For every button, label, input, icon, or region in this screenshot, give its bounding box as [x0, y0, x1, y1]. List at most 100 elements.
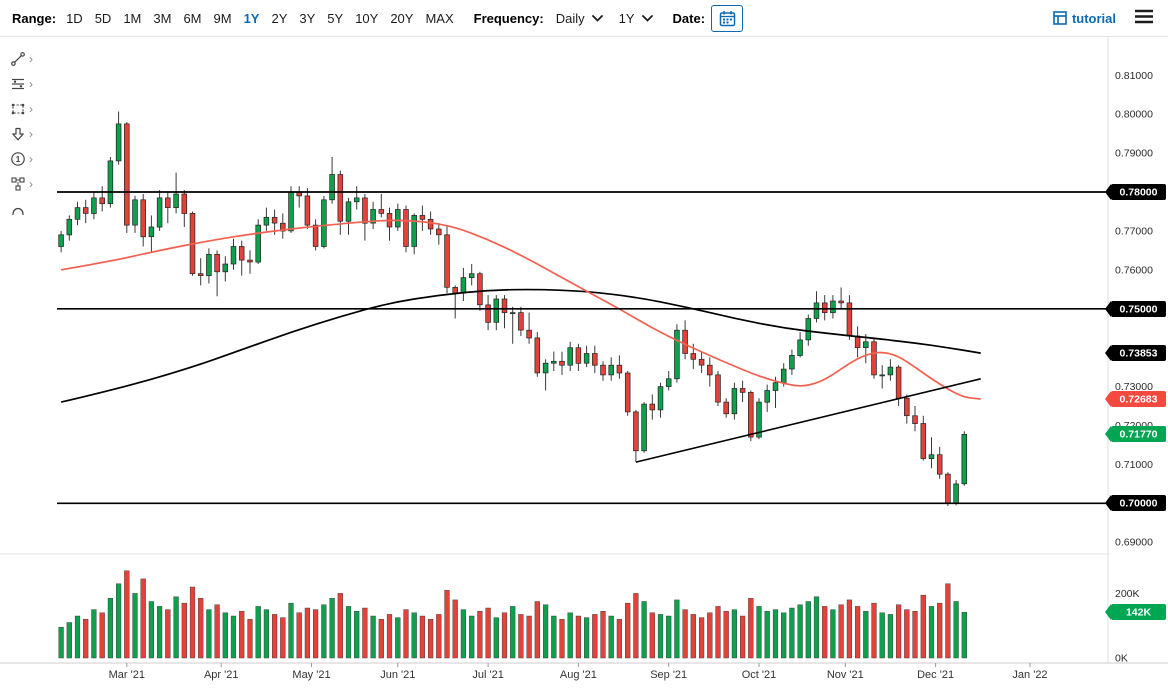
range-button-3m[interactable]: 3M — [147, 9, 177, 28]
arc-tool[interactable] — [8, 199, 28, 219]
y-axis-label: 0.79000 — [1115, 148, 1153, 160]
volume-bar — [896, 604, 902, 659]
candle — [271, 216, 278, 224]
svg-text:0.73853: 0.73853 — [1120, 348, 1158, 360]
candle — [206, 253, 212, 277]
candle — [772, 382, 779, 391]
candle — [904, 397, 910, 417]
date-picker-button[interactable] — [711, 4, 744, 32]
range-button-20y[interactable]: 20Y — [384, 9, 419, 28]
candle — [99, 197, 105, 205]
volume-bar — [83, 619, 89, 659]
period-select[interactable]: 1Y — [611, 9, 661, 28]
volume-bar — [181, 602, 187, 659]
y-axis-label: 0.76000 — [1115, 264, 1153, 276]
pattern-tool[interactable]: › — [8, 174, 35, 194]
volume-bar — [625, 602, 631, 659]
candle — [345, 201, 352, 222]
volume-bar — [813, 596, 820, 659]
volume-bar — [395, 617, 401, 659]
x-axis-label: Sep '21 — [650, 669, 687, 681]
volume-bar — [953, 601, 959, 659]
y-axis-label: 0.80000 — [1115, 109, 1153, 121]
range-button-1y[interactable]: 1Y — [238, 9, 266, 28]
price-chart-svg[interactable]: 0.81000 0.80000 0.79000 0.77000 0.76000 0.730… — [0, 37, 1168, 694]
range-button-2y[interactable]: 2Y — [265, 9, 293, 28]
svg-text:0.78000: 0.78000 — [1120, 187, 1158, 199]
candle — [165, 197, 171, 208]
volume-bar — [378, 619, 384, 659]
candle — [945, 473, 951, 504]
volume-bar — [132, 593, 138, 659]
volume-bar — [559, 619, 565, 659]
volume-bar — [510, 606, 516, 659]
candle — [214, 253, 220, 273]
volume-bar — [173, 596, 179, 659]
range-button-3y[interactable]: 3Y — [293, 9, 321, 28]
range-button-max[interactable]: MAX — [419, 9, 459, 28]
range-button-5d[interactable]: 5D — [89, 9, 118, 28]
range-button-6m[interactable]: 6M — [177, 9, 207, 28]
volume-bar — [280, 617, 286, 659]
candle — [813, 302, 820, 319]
candle — [871, 341, 877, 376]
range-button-1d[interactable]: 1D — [60, 9, 89, 28]
tutorial-link[interactable]: tutorial — [1053, 11, 1116, 26]
volume-bar — [493, 617, 499, 659]
volume-bar — [822, 606, 828, 659]
chart-area[interactable]: 0.81000 0.80000 0.79000 0.77000 0.76000 0.730… — [0, 37, 1168, 694]
range-button-5y[interactable]: 5Y — [321, 9, 349, 28]
x-axis-label: May '21 — [292, 669, 330, 681]
volume-bar — [222, 612, 228, 659]
volume-bar — [674, 599, 680, 659]
trend-line-tool[interactable]: › — [8, 49, 35, 69]
candles — [58, 111, 968, 506]
volume-bar — [616, 619, 623, 659]
volume-bar — [304, 607, 311, 659]
x-axis-label: Aug '21 — [560, 669, 597, 681]
drawing-toolbar: › › › › 1 › › — [0, 37, 58, 219]
number-annotation-tool[interactable]: 1 › — [8, 149, 35, 169]
price-badge-0.78000: 0.78000 — [1105, 184, 1166, 200]
volume-bar — [699, 617, 705, 659]
svg-text:142K: 142K — [1126, 607, 1152, 619]
calendar-icon — [719, 10, 735, 26]
frequency-select[interactable]: Daily — [548, 9, 611, 28]
candle — [353, 197, 360, 203]
fibonacci-tool[interactable]: › — [8, 74, 35, 94]
volume-bar — [690, 614, 696, 659]
arrow-tool[interactable]: › — [8, 124, 35, 144]
candle — [707, 364, 713, 376]
y-axis-label: 0.73000 — [1115, 381, 1153, 393]
volume-bar — [386, 614, 393, 659]
candle — [534, 337, 541, 374]
volume-bar — [526, 615, 532, 659]
candle — [378, 209, 385, 214]
y-axis-label: 0.71000 — [1115, 459, 1153, 471]
candle — [715, 374, 721, 403]
candle — [173, 193, 179, 208]
number-annotation-tool-icon: 1 — [11, 152, 25, 166]
candle — [879, 374, 885, 377]
volume-bar — [518, 614, 524, 659]
candle — [255, 224, 261, 263]
volume-bar — [91, 609, 97, 659]
candle — [608, 364, 614, 376]
range-button-1m[interactable]: 1M — [117, 9, 147, 28]
range-button-9m[interactable]: 9M — [208, 9, 238, 28]
volume-bar — [805, 601, 811, 659]
volume-bar — [649, 612, 655, 659]
tutorial-icon — [1053, 11, 1067, 25]
date-label: Date: — [672, 10, 706, 26]
candle — [436, 228, 442, 236]
candle — [649, 403, 656, 411]
candle — [657, 386, 664, 411]
volume-bar — [830, 609, 836, 659]
volume-bar — [887, 614, 894, 659]
volume-bar — [58, 627, 64, 659]
candle — [74, 207, 81, 220]
menu-button[interactable] — [1132, 7, 1156, 29]
trend-line[interactable] — [635, 378, 981, 463]
rectangle-tool[interactable]: › — [8, 99, 35, 119]
range-button-10y[interactable]: 10Y — [349, 9, 384, 28]
